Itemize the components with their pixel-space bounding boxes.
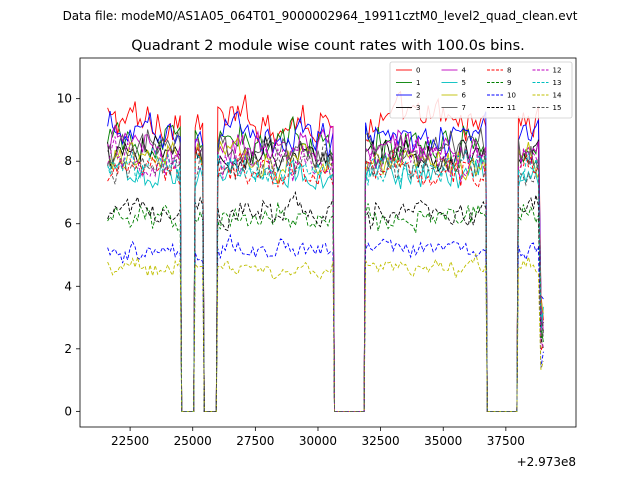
x-tick-label: 27500: [236, 434, 274, 448]
axes-frame: [79, 57, 577, 428]
legend-label-11: 11: [507, 104, 516, 112]
legend-label-12: 12: [553, 67, 562, 75]
y-tick-label: 8: [64, 154, 72, 168]
chart-title: Quadrant 2 module wise count rates with …: [131, 38, 525, 54]
suptitle: Data file: modeM0/AS1A05_064T01_90000029…: [63, 9, 578, 23]
legend-label-15: 15: [553, 104, 562, 112]
legend-label-9: 9: [507, 79, 511, 87]
legend-label-3: 3: [416, 104, 420, 112]
series-line-9: [107, 202, 544, 412]
legend-box: [389, 61, 573, 119]
x-tick-label: 35000: [424, 434, 462, 448]
x-axis: 22500 25000 27500 30000 32500 35000 37500: [111, 427, 525, 448]
x-offset-label: +2.973e8: [517, 455, 576, 469]
x-tick-label: 37500: [487, 434, 525, 448]
x-tick-label: 30000: [299, 434, 337, 448]
legend-label-0: 0: [416, 67, 420, 75]
series-line-15: [107, 143, 544, 412]
x-tick-label: 32500: [362, 434, 400, 448]
y-tick-label: 4: [64, 279, 72, 293]
series-line-10: [107, 233, 544, 412]
series-line-0: [107, 90, 544, 412]
legend-label-13: 13: [553, 79, 562, 87]
legend-label-5: 5: [462, 79, 466, 87]
y-tick-label: 10: [57, 92, 72, 106]
legend-label-1: 1: [416, 79, 420, 87]
x-tick-label: 25000: [174, 434, 212, 448]
legend-label-2: 2: [416, 92, 420, 100]
legend-label-14: 14: [553, 92, 562, 100]
y-axis: 0 2 4 6 8 10: [57, 92, 80, 418]
series-line-2: [107, 110, 544, 412]
legend-label-7: 7: [462, 104, 466, 112]
series-line-12: [107, 136, 544, 412]
series-lines: [107, 90, 544, 412]
y-tick-label: 2: [64, 342, 72, 356]
series-line-8: [107, 146, 544, 412]
series-line-14: [107, 253, 544, 412]
plot-area: [107, 90, 544, 412]
series-line-11: [107, 190, 544, 412]
legend-label-8: 8: [507, 67, 511, 75]
legend-label-6: 6: [462, 92, 467, 100]
y-tick-label: 6: [64, 217, 72, 231]
legend-label-10: 10: [507, 92, 516, 100]
legend-label-4: 4: [462, 67, 467, 75]
y-tick-label: 0: [64, 404, 72, 418]
x-tick-label: 22500: [111, 434, 149, 448]
